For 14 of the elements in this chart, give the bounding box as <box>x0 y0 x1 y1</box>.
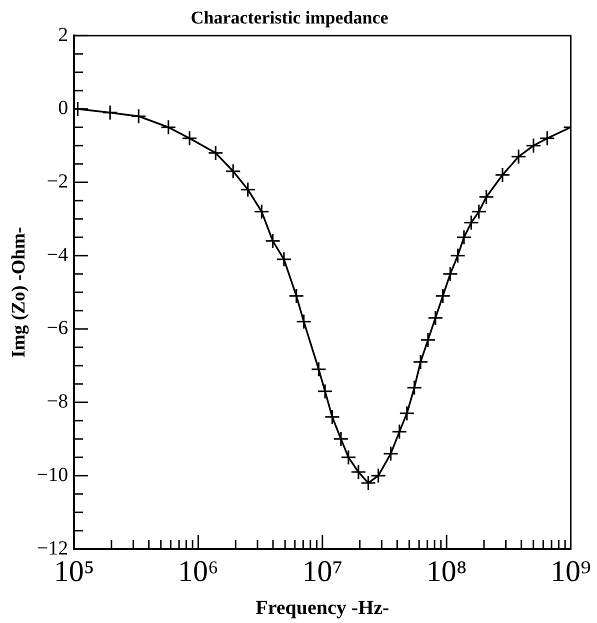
y-tick-label: −4 <box>46 244 68 266</box>
y-tick-label: −10 <box>36 464 68 486</box>
y-tick-label: 2 <box>58 24 68 46</box>
y-axis-title: Img (Zo) -Ohm- <box>8 226 30 358</box>
chart-title: Characteristic impedance <box>190 7 388 28</box>
x-tick-label: 10⁶ <box>178 554 218 588</box>
x-tick-label: 10⁸ <box>426 554 467 588</box>
y-tick-label: −8 <box>46 390 68 413</box>
x-tick-label: 10⁹ <box>550 554 592 588</box>
y-tick-label: −2 <box>46 170 68 193</box>
y-tick-label: 0 <box>58 97 68 120</box>
x-tick-label: 10⁷ <box>302 554 343 588</box>
y-tick-label: −6 <box>46 317 68 340</box>
x-axis-title: Frequency -Hz- <box>256 597 390 620</box>
